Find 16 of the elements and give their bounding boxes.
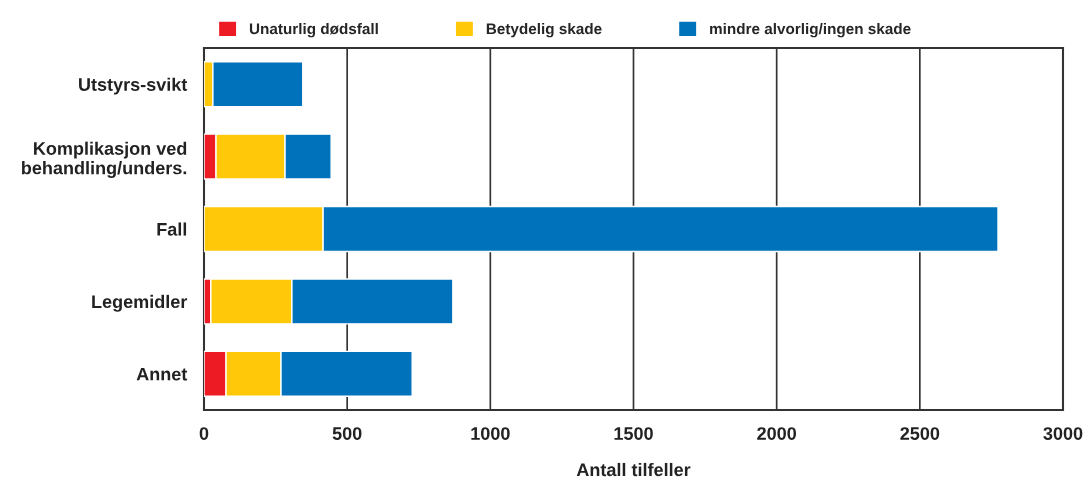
y-tick-label: Annet	[136, 367, 188, 381]
x-tick-label: 500	[332, 427, 362, 440]
legend-label: Betydelig skade	[486, 23, 602, 38]
y-tick-label: Utstyrs-svikt	[79, 77, 188, 95]
x-tick-label: 2000	[757, 427, 797, 440]
x-tick-label: 0	[199, 427, 209, 440]
x-tick-label: 1000	[471, 427, 510, 440]
legend-label: mindre alvorlig/ingen skade	[710, 23, 911, 38]
legend-label: Unaturlig dødsfall	[249, 23, 378, 38]
x-axis-title: Antall tilfeller	[576, 462, 691, 477]
x-tick-label: 1500	[614, 427, 653, 440]
y-tick-label: Legemidler	[92, 294, 188, 312]
y-tick-label: Fall	[157, 222, 187, 236]
x-tick-label: 2500	[900, 427, 940, 440]
y-tick-label: Komplikasjon ved behandling/unders.	[22, 141, 187, 178]
x-tick-label: 3000	[1043, 427, 1083, 440]
